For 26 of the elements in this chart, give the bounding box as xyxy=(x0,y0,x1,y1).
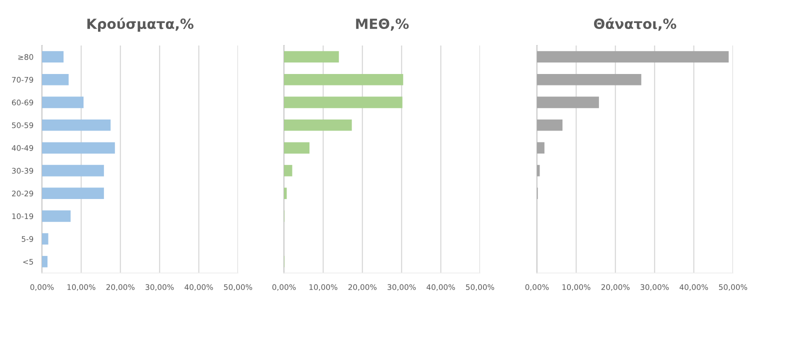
bar xyxy=(284,51,339,63)
bar xyxy=(42,210,71,222)
bar xyxy=(284,119,352,131)
bar xyxy=(42,96,84,108)
bar xyxy=(42,256,48,268)
bar xyxy=(42,142,115,154)
bar xyxy=(537,74,642,86)
bar xyxy=(42,188,104,200)
chart-title: Κρούσματα,% xyxy=(87,18,194,32)
bar xyxy=(42,51,64,63)
chart-title: ΜΕΘ,% xyxy=(356,18,409,31)
bar xyxy=(42,233,48,245)
bar xyxy=(537,51,729,63)
bar xyxy=(284,142,310,154)
bar xyxy=(284,188,287,200)
bar xyxy=(284,96,402,108)
bar xyxy=(284,164,292,176)
bar xyxy=(537,142,544,154)
chart-title: Θάνατοι,% xyxy=(594,18,676,31)
bar xyxy=(42,164,104,176)
bar xyxy=(42,74,69,86)
bar xyxy=(284,74,404,86)
bar xyxy=(42,119,111,131)
bar xyxy=(537,119,562,131)
bar xyxy=(537,96,599,108)
bar xyxy=(537,164,540,176)
